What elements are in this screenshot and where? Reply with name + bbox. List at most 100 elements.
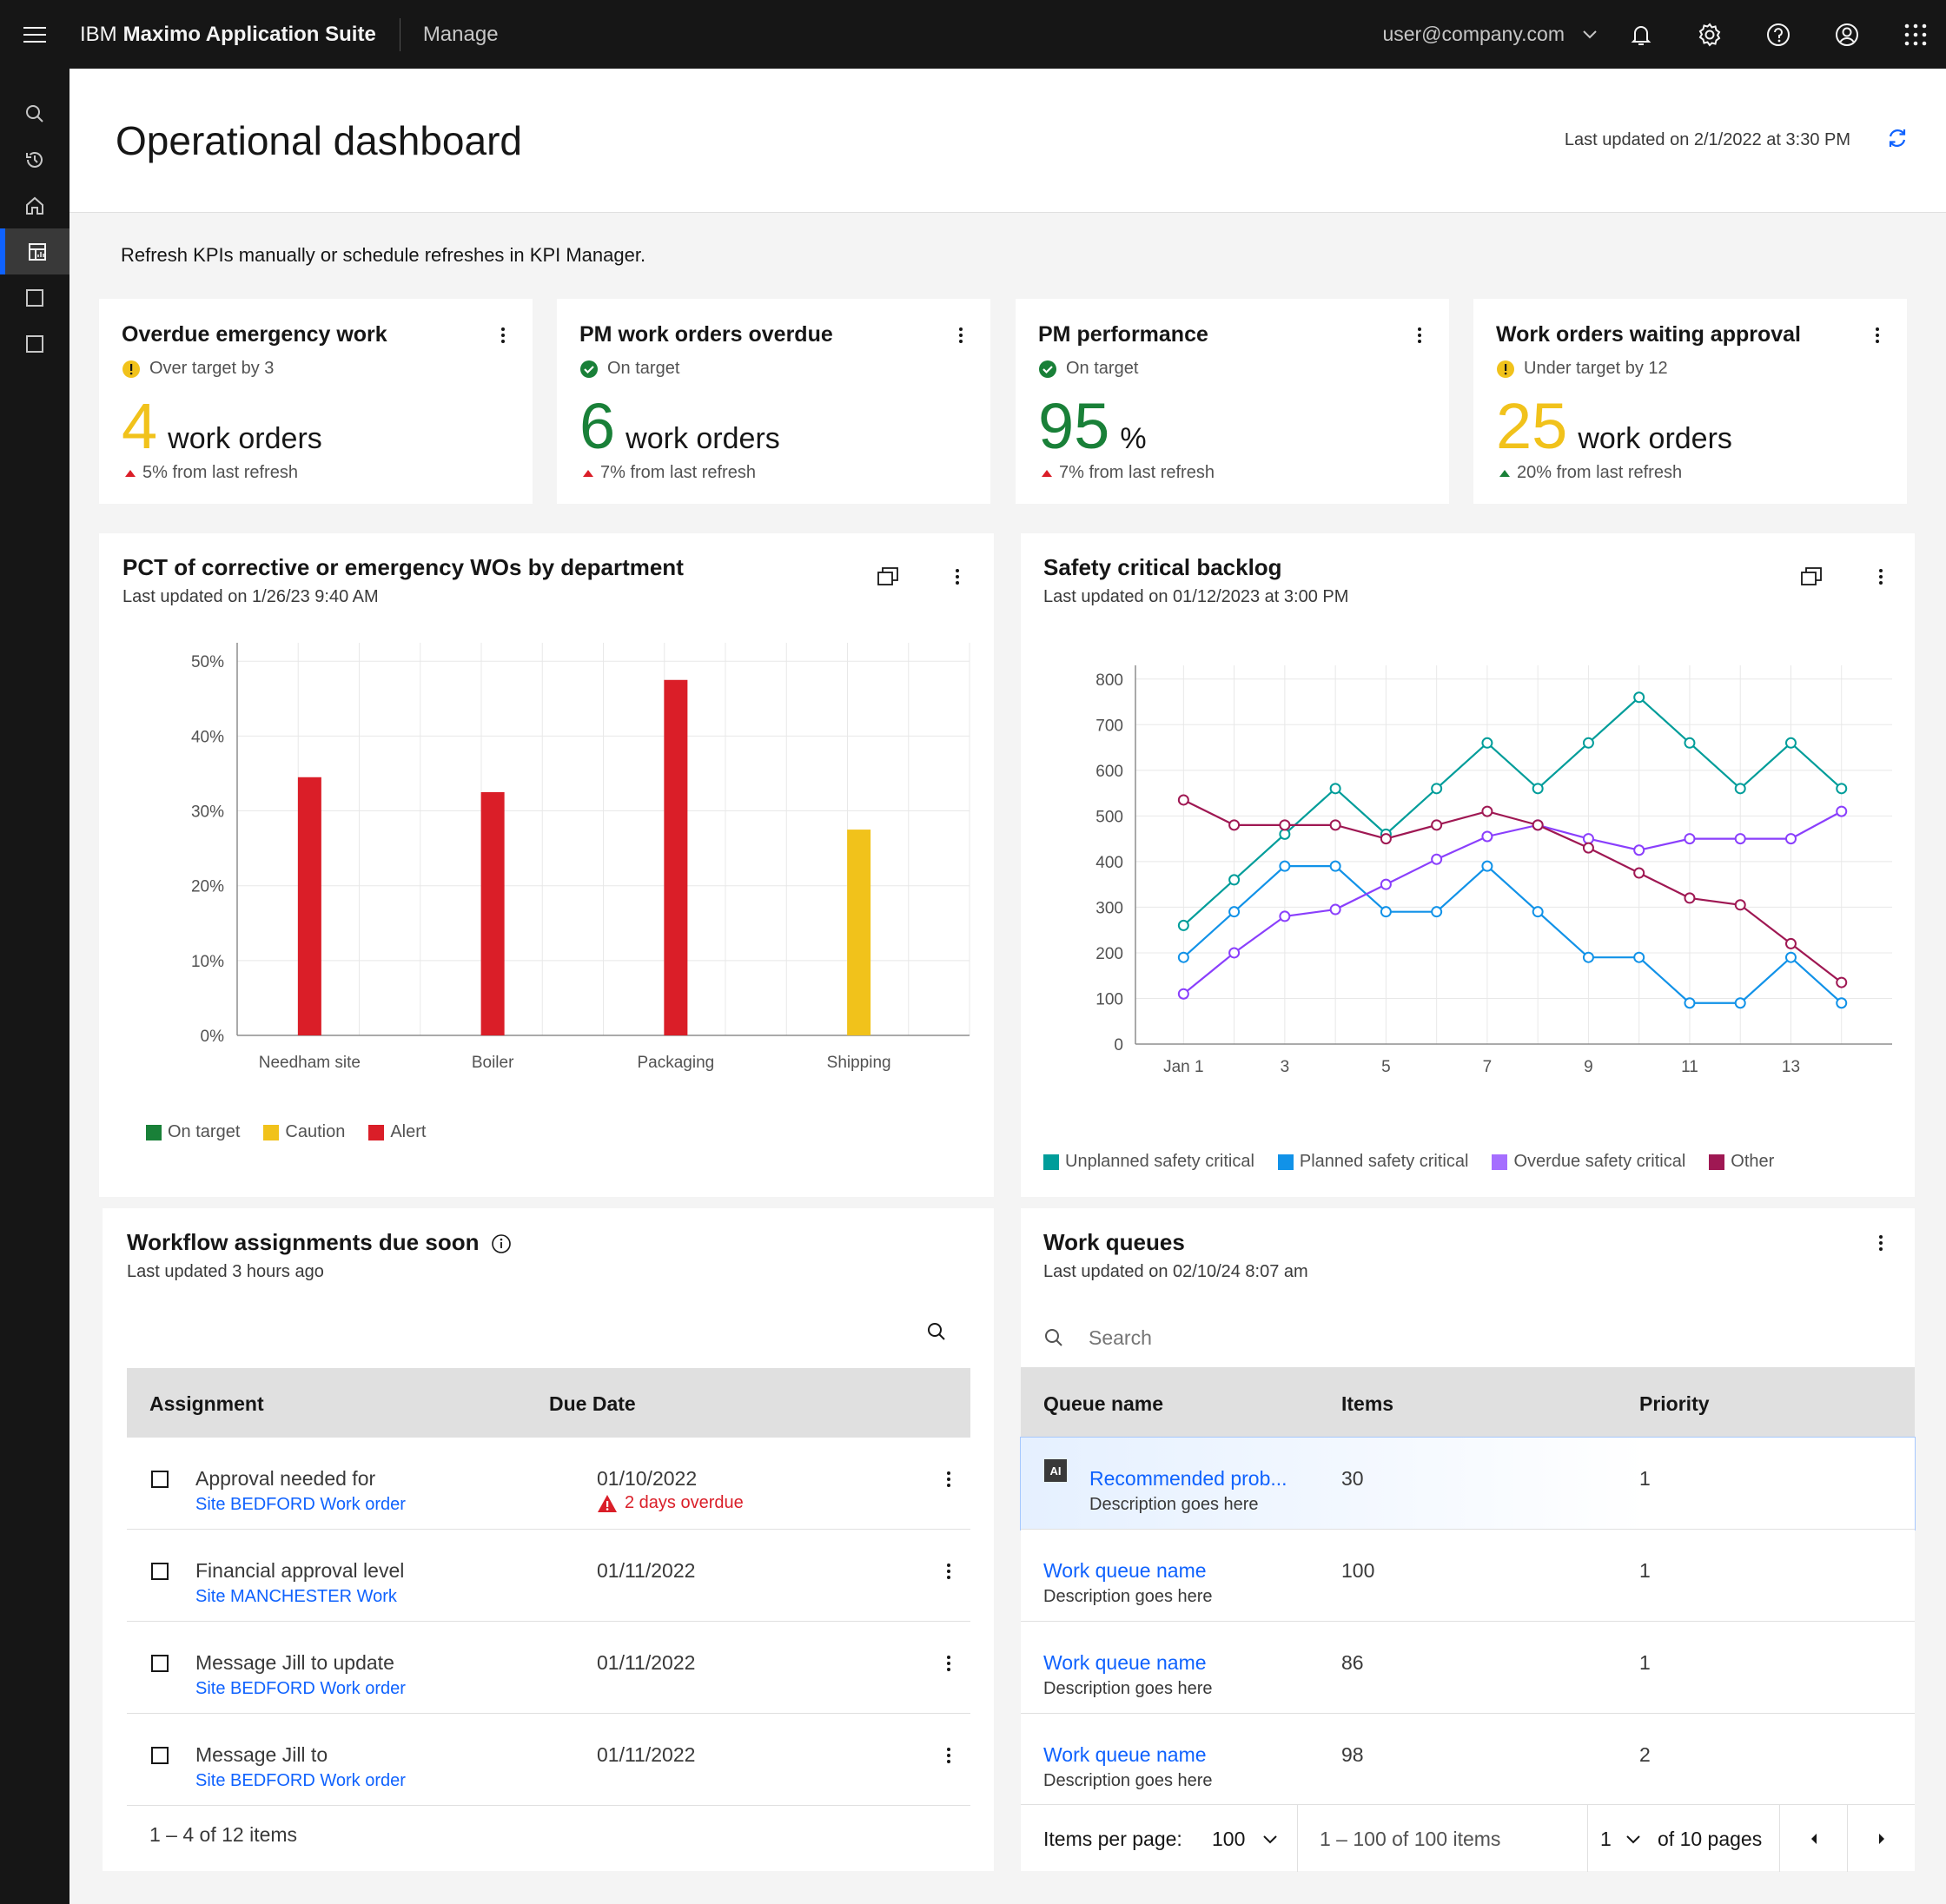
data-point[interactable] (1582, 842, 1594, 854)
previous-page-button[interactable] (1780, 1805, 1847, 1872)
legend-item[interactable]: Unplanned safety critical (1043, 1152, 1254, 1172)
overflow-menu-icon[interactable] (1870, 566, 1891, 587)
user-avatar-icon[interactable] (1812, 0, 1881, 69)
data-point[interactable] (1784, 833, 1797, 845)
overflow-menu-icon[interactable] (947, 566, 968, 587)
overflow-menu-icon[interactable] (950, 325, 971, 346)
assignment-link[interactable]: Site BEDFORD Work order (195, 1679, 406, 1698)
assignment-link[interactable]: Site BEDFORD Work order (195, 1495, 406, 1514)
data-point[interactable] (1836, 783, 1848, 795)
chevron-down-icon[interactable] (1625, 1835, 1641, 1845)
overflow-menu-icon[interactable] (938, 1561, 959, 1582)
legend-item[interactable]: Caution (263, 1122, 345, 1142)
data-point[interactable] (1633, 691, 1645, 704)
table-row[interactable]: Work queue name Description goes here 10… (1021, 1530, 1915, 1622)
column-header-queue-name[interactable]: Queue name (1043, 1392, 1164, 1415)
page-select[interactable]: 1 (1600, 1828, 1612, 1850)
queue-name-link[interactable]: Work queue name (1043, 1559, 1207, 1582)
data-point[interactable] (1329, 860, 1341, 872)
assignment-link[interactable]: Site BEDFORD Work order (195, 1771, 406, 1790)
data-point[interactable] (1582, 833, 1594, 845)
info-icon[interactable] (491, 1233, 512, 1254)
data-point[interactable] (1836, 976, 1848, 988)
data-point[interactable] (1784, 737, 1797, 749)
kpi-tile[interactable]: Overdue emergency work Over target by 3 … (99, 299, 533, 504)
data-point[interactable] (1481, 830, 1493, 843)
row-checkbox[interactable] (151, 1655, 169, 1672)
legend-item[interactable]: Overdue safety critical (1492, 1152, 1685, 1172)
legend-item[interactable]: Planned safety critical (1277, 1152, 1468, 1172)
help-icon[interactable] (1744, 0, 1812, 69)
overflow-menu-icon[interactable] (938, 1469, 959, 1490)
row-checkbox[interactable] (151, 1747, 169, 1764)
app-name[interactable]: Manage (422, 22, 499, 46)
queue-name-link[interactable]: Work queue name (1043, 1651, 1207, 1674)
data-point[interactable] (1228, 874, 1241, 886)
data-point[interactable] (1279, 860, 1291, 872)
home-icon[interactable] (0, 182, 70, 228)
search-icon[interactable] (926, 1321, 947, 1342)
overflow-menu-icon[interactable] (938, 1653, 959, 1674)
table-row[interactable]: Work queue name Description goes here 86… (1021, 1622, 1915, 1714)
blank-page-icon[interactable] (0, 274, 70, 321)
table-row[interactable]: AI Recommended prob... Description goes … (1020, 1437, 1916, 1530)
brand[interactable]: IBM Maximo Application Suite (70, 23, 376, 47)
overflow-menu-icon[interactable] (1409, 325, 1430, 346)
bar[interactable] (297, 777, 321, 1035)
data-point[interactable] (1532, 783, 1544, 795)
legend-item[interactable]: Alert (368, 1122, 426, 1142)
data-point[interactable] (1734, 783, 1746, 795)
overflow-menu-icon[interactable] (493, 325, 513, 346)
expand-icon[interactable] (877, 566, 898, 587)
search-nav-icon[interactable] (0, 90, 70, 136)
blank-page-icon[interactable] (0, 321, 70, 367)
search-input[interactable] (1089, 1320, 1870, 1355)
data-point[interactable] (1784, 937, 1797, 949)
next-page-button[interactable] (1848, 1805, 1915, 1872)
kpi-tile[interactable]: PM performance On target 95 % 7% from la… (1016, 299, 1449, 504)
data-point[interactable] (1228, 819, 1241, 831)
data-point[interactable] (1431, 783, 1443, 795)
table-row[interactable]: Work queue name Description goes here 98… (1021, 1714, 1915, 1806)
data-point[interactable] (1633, 867, 1645, 879)
data-point[interactable] (1532, 819, 1544, 831)
data-point[interactable] (1380, 833, 1392, 845)
data-point[interactable] (1684, 892, 1696, 904)
data-point[interactable] (1684, 997, 1696, 1009)
search-bar[interactable] (1021, 1308, 1915, 1368)
data-point[interactable] (1380, 906, 1392, 918)
notification-icon[interactable] (1606, 0, 1675, 69)
data-point[interactable] (1177, 988, 1189, 1000)
data-point[interactable] (1836, 997, 1848, 1009)
row-checkbox[interactable] (151, 1471, 169, 1488)
data-point[interactable] (1481, 860, 1493, 872)
assignment-link[interactable]: Site MANCHESTER Work (195, 1587, 397, 1606)
data-point[interactable] (1228, 906, 1241, 918)
data-point[interactable] (1177, 794, 1189, 806)
bar[interactable] (847, 830, 871, 1035)
queue-name-link[interactable]: Recommended prob... (1089, 1467, 1287, 1490)
data-point[interactable] (1329, 783, 1341, 795)
data-point[interactable] (1177, 919, 1189, 931)
data-point[interactable] (1228, 947, 1241, 959)
column-header-due-date[interactable]: Due Date (549, 1392, 636, 1415)
app-switcher-icon[interactable] (1881, 0, 1946, 69)
data-point[interactable] (1734, 997, 1746, 1009)
overflow-menu-icon[interactable] (938, 1745, 959, 1766)
table-row[interactable]: Financial approval level Site MANCHESTER… (127, 1530, 970, 1622)
table-row[interactable]: Message Jill to Site BEDFORD Work order … (127, 1714, 970, 1806)
data-point[interactable] (1431, 853, 1443, 865)
data-point[interactable] (1836, 805, 1848, 817)
row-checkbox[interactable] (151, 1563, 169, 1580)
data-point[interactable] (1633, 844, 1645, 856)
data-point[interactable] (1279, 828, 1291, 840)
bar[interactable] (664, 679, 688, 1035)
queue-name-link[interactable]: Work queue name (1043, 1743, 1207, 1766)
data-point[interactable] (1734, 833, 1746, 845)
data-point[interactable] (1431, 819, 1443, 831)
data-point[interactable] (1532, 906, 1544, 918)
legend-item[interactable]: On target (146, 1122, 240, 1142)
data-point[interactable] (1633, 951, 1645, 963)
chevron-down-icon[interactable] (1262, 1835, 1278, 1845)
dashboard-icon[interactable] (0, 228, 70, 274)
